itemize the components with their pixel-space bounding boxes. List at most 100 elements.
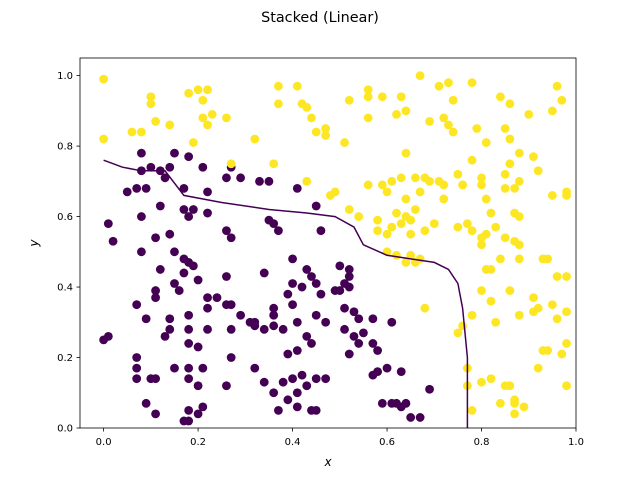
scatter-point-class-0 (170, 363, 179, 373)
scatter-point-class-1 (491, 317, 501, 327)
scatter-point-class-0 (288, 374, 297, 384)
scatter-point-class-1 (377, 180, 387, 190)
scatter-point-class-0 (155, 265, 165, 274)
x-tick-label: 1.0 (568, 437, 584, 448)
scatter-point-class-1 (410, 173, 420, 183)
scatter-point-class-1 (562, 381, 571, 391)
scatter-point-class-0 (141, 314, 151, 324)
scatter-point-class-1 (477, 377, 486, 387)
scatter-point-class-0 (382, 363, 392, 373)
scatter-point-class-0 (226, 324, 236, 334)
scatter-point-class-0 (269, 219, 279, 229)
scatter-point-class-0 (179, 205, 189, 214)
scatter-point-class-1 (198, 113, 208, 123)
scatter-point-class-0 (170, 247, 179, 257)
scatter-point-class-1 (562, 339, 571, 348)
scatter-point-class-1 (340, 138, 349, 147)
scatter-point-class-1 (467, 78, 477, 88)
scatter-point-class-0 (255, 176, 264, 186)
scatter-point-class-0 (354, 314, 364, 324)
scatter-point-class-0 (292, 346, 302, 355)
scatter-point-class-0 (198, 363, 208, 373)
scatter-point-class-1 (448, 127, 458, 137)
scatter-point-class-1 (500, 169, 510, 179)
scatter-point-class-1 (354, 212, 364, 221)
scatter-point-class-0 (292, 183, 302, 193)
x-axis-label: x (323, 455, 332, 469)
scatter-point-class-0 (226, 300, 236, 310)
scatter-point-class-0 (165, 162, 175, 172)
scatter-point-class-0 (151, 233, 160, 243)
scatter-point-class-0 (288, 254, 297, 264)
scatter-point-class-1 (382, 187, 392, 197)
scatter-point-class-0 (141, 398, 151, 408)
scatter-point-class-1 (557, 95, 567, 105)
scatter-point-class-1 (514, 240, 524, 250)
scatter-point-class-0 (283, 349, 293, 359)
scatter-point-class-0 (108, 236, 118, 246)
scatter-point-class-0 (122, 187, 132, 197)
scatter-point-class-0 (184, 212, 194, 221)
scatter-point-class-1 (552, 272, 562, 281)
scatter-point-class-1 (203, 120, 212, 130)
scatter-point-class-0 (311, 279, 321, 288)
scatter-point-class-0 (222, 272, 231, 281)
scatter-point-class-1 (373, 226, 382, 236)
scatter-point-class-1 (274, 99, 283, 109)
y-tick-label: 0.6 (57, 212, 73, 223)
scatter-point-class-0 (184, 363, 194, 373)
scatter-point-class-0 (174, 286, 184, 295)
boundary-line (103, 159, 469, 428)
scatter-point-class-0 (335, 286, 345, 295)
scatter-point-class-0 (316, 289, 326, 299)
scatter-point-class-1 (373, 215, 382, 225)
scatter-point-class-1 (292, 81, 302, 91)
scatter-point-class-1 (510, 183, 519, 193)
scatter-point-class-0 (344, 265, 354, 274)
scatter-point-class-0 (425, 384, 434, 394)
scatter-point-class-1 (420, 303, 430, 313)
scatter-point-class-1 (458, 321, 468, 331)
scatter-point-class-0 (132, 353, 142, 362)
scatter-point-class-1 (448, 95, 458, 105)
scatter-point-class-0 (344, 282, 354, 292)
scatter-point-class-0 (264, 176, 274, 186)
scatter-point-class-0 (302, 265, 312, 274)
scatter-point-class-1 (392, 250, 401, 260)
decision-boundary (103, 159, 469, 428)
scatter-point-class-1 (557, 349, 567, 359)
scatter-point-class-1 (510, 409, 519, 419)
scatter-point-class-0 (406, 413, 416, 422)
x-tick-label: 0.0 (96, 437, 112, 448)
scatter-point-class-1 (344, 205, 354, 214)
scatter-point-class-0 (297, 370, 307, 380)
scatter-point-class-0 (198, 402, 208, 412)
scatter-point-class-1 (486, 374, 496, 384)
scatter-point-class-1 (434, 81, 444, 91)
scatter-point-class-0 (368, 314, 378, 324)
scatter-point-class-1 (146, 92, 156, 102)
scatter-point-class-0 (259, 377, 269, 387)
y-axis-label: y (27, 239, 41, 248)
scatter-point-class-0 (203, 293, 212, 303)
scatter-point-class-1 (453, 328, 463, 338)
scatter-point-class-0 (160, 331, 170, 341)
scatter-point-class-1 (420, 226, 430, 236)
scatter-point-class-0 (137, 212, 146, 221)
scatter-point-class-0 (292, 402, 302, 412)
scatter-point-class-1 (415, 187, 425, 197)
scatter-point-class-1 (401, 106, 411, 116)
scatter-point-class-0 (335, 261, 345, 271)
scatter-point-class-1 (406, 250, 416, 260)
scatter-points (99, 71, 571, 426)
scatter-point-class-0 (349, 331, 359, 341)
scatter-point-class-1 (165, 120, 175, 130)
scatter-point-class-1 (547, 191, 557, 200)
scatter-point-class-1 (486, 208, 496, 218)
scatter-point-class-1 (137, 127, 146, 137)
scatter-point-class-0 (373, 346, 382, 355)
scatter-point-class-0 (193, 342, 203, 352)
scatter-point-class-1 (269, 159, 279, 169)
scatter-point-class-0 (373, 367, 382, 377)
